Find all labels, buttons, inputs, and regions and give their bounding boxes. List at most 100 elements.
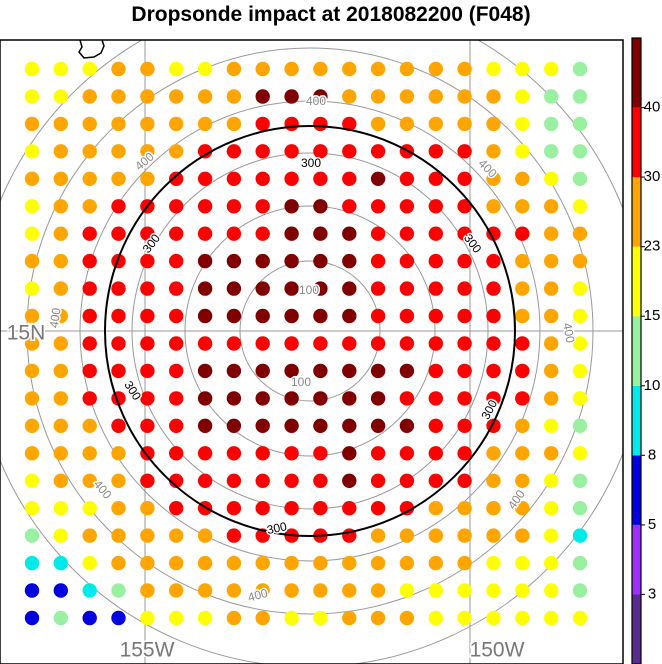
impact-dot — [111, 446, 126, 461]
colorbar-tick-label: 3 — [648, 585, 656, 602]
impact-dot — [111, 226, 126, 241]
impact-dot — [313, 363, 328, 379]
impact-dot — [24, 144, 40, 159]
lon-label-155w: 155W — [120, 639, 175, 662]
impact-dot — [82, 144, 97, 159]
impact-dot — [197, 610, 213, 626]
impact-dot — [197, 391, 213, 406]
impact-dot — [342, 89, 357, 104]
impact-dot — [370, 116, 386, 132]
impact-dot — [140, 61, 155, 77]
impact-dot — [428, 583, 443, 598]
impact-dot — [399, 363, 415, 379]
impact-dot — [284, 61, 299, 77]
impact-dot — [370, 555, 386, 571]
impact-dot — [24, 583, 40, 598]
impact-dot — [82, 89, 97, 104]
impact-dot — [82, 171, 97, 186]
impact-dot — [486, 171, 501, 186]
impact-dot — [399, 116, 415, 132]
impact-dot — [169, 446, 184, 461]
chart-title: Dropsonde impact at 2018082200 (F048) — [131, 3, 531, 26]
colorbar-segment — [632, 524, 641, 595]
impact-dot — [572, 253, 588, 269]
impact-dot — [169, 501, 184, 516]
impact-dot — [255, 391, 270, 406]
impact-dot — [82, 528, 97, 543]
impact-dot — [457, 308, 472, 324]
impact-dot — [428, 144, 443, 159]
impact-dot — [53, 528, 68, 543]
impact-dot — [169, 308, 184, 324]
impact-dot — [140, 363, 155, 379]
impact-dot — [169, 418, 184, 433]
impact-dot — [226, 555, 242, 571]
impact-dot — [197, 144, 213, 159]
impact-dot — [197, 281, 213, 296]
impact-dot — [370, 501, 386, 516]
impact-dot — [544, 418, 559, 433]
impact-dot — [428, 226, 443, 241]
impact-dot — [255, 226, 270, 241]
impact-dot — [544, 116, 559, 132]
contour-label-300: 300 — [301, 156, 321, 170]
impact-dot — [370, 171, 386, 186]
impact-dot — [399, 391, 415, 406]
impact-dot — [457, 418, 472, 433]
colorbar-segment — [632, 246, 641, 317]
impact-dot — [140, 171, 155, 186]
impact-dot — [197, 473, 213, 488]
impact-dot — [24, 253, 40, 269]
impact-dot — [140, 391, 155, 406]
impact-dot — [342, 610, 357, 626]
impact-dot — [399, 253, 415, 269]
impact-dot — [370, 418, 386, 433]
impact-dot — [342, 418, 357, 433]
impact-dot — [226, 144, 242, 159]
impact-dot — [169, 89, 184, 104]
impact-dot — [572, 336, 588, 351]
impact-dot — [544, 253, 559, 269]
impact-dot — [313, 61, 328, 77]
impact-dot — [226, 418, 242, 433]
impact-dot — [428, 171, 443, 186]
impact-dot — [255, 446, 270, 461]
ring-label-400: 400 — [306, 94, 326, 108]
impact-dot — [313, 473, 328, 488]
impact-dot — [457, 281, 472, 296]
impact-dot — [428, 89, 443, 104]
impact-dot — [515, 363, 530, 379]
impact-dot — [226, 446, 242, 461]
impact-dot — [313, 446, 328, 461]
impact-dot — [572, 199, 588, 214]
impact-dot — [399, 528, 415, 543]
impact-dot — [370, 308, 386, 324]
impact-dot — [284, 610, 299, 626]
impact-dot — [457, 610, 472, 626]
impact-dot — [572, 501, 588, 516]
impact-dot — [428, 253, 443, 269]
colorbar-tick-label: 5 — [648, 516, 656, 533]
impact-dot — [544, 61, 559, 77]
impact-dot — [226, 61, 242, 77]
impact-dot — [111, 308, 126, 324]
impact-dot — [428, 610, 443, 626]
impact-dot — [111, 363, 126, 379]
impact-dot — [313, 583, 328, 598]
impact-dot — [226, 501, 242, 516]
impact-dot — [515, 583, 530, 598]
impact-dot — [572, 363, 588, 379]
impact-dot — [486, 446, 501, 461]
impact-dot — [544, 281, 559, 296]
impact-dot — [197, 171, 213, 186]
impact-dot — [24, 528, 40, 543]
coastline — [78, 40, 105, 59]
impact-dot — [457, 363, 472, 379]
impact-dot — [486, 199, 501, 214]
impact-dot — [486, 473, 501, 488]
impact-dot — [255, 555, 270, 571]
impact-dot — [111, 116, 126, 132]
impact-dot — [399, 418, 415, 433]
impact-dot — [572, 144, 588, 159]
impact-dot — [572, 555, 588, 571]
